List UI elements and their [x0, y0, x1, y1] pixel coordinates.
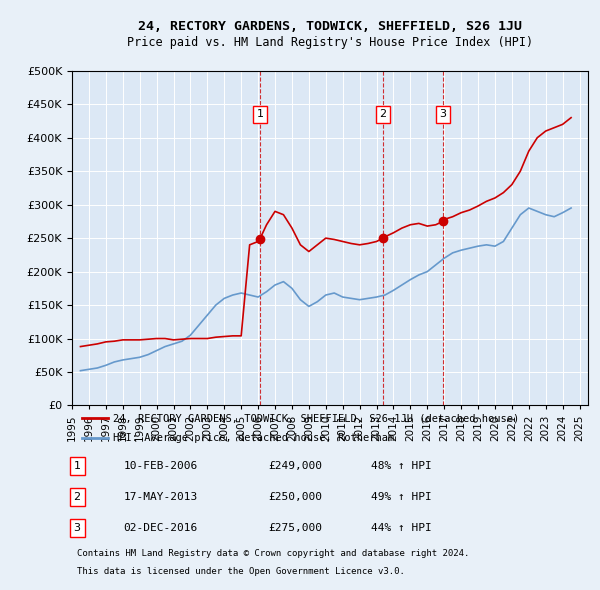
- Text: 10-FEB-2006: 10-FEB-2006: [124, 461, 198, 471]
- Text: 1: 1: [256, 109, 263, 119]
- Text: 2: 2: [379, 109, 386, 119]
- Text: Price paid vs. HM Land Registry's House Price Index (HPI): Price paid vs. HM Land Registry's House …: [127, 36, 533, 49]
- Text: £249,000: £249,000: [268, 461, 322, 471]
- Text: 02-DEC-2016: 02-DEC-2016: [124, 523, 198, 533]
- Text: Contains HM Land Registry data © Crown copyright and database right 2024.: Contains HM Land Registry data © Crown c…: [77, 549, 470, 558]
- Text: £250,000: £250,000: [268, 492, 322, 502]
- Text: £275,000: £275,000: [268, 523, 322, 533]
- Text: 2: 2: [74, 492, 81, 502]
- Text: This data is licensed under the Open Government Licence v3.0.: This data is licensed under the Open Gov…: [77, 567, 405, 576]
- Text: 48% ↑ HPI: 48% ↑ HPI: [371, 461, 432, 471]
- Text: 17-MAY-2013: 17-MAY-2013: [124, 492, 198, 502]
- Text: 24, RECTORY GARDENS, TODWICK, SHEFFIELD, S26 1JU (detached house): 24, RECTORY GARDENS, TODWICK, SHEFFIELD,…: [113, 414, 520, 424]
- Text: 3: 3: [439, 109, 446, 119]
- Text: 3: 3: [74, 523, 80, 533]
- Text: 24, RECTORY GARDENS, TODWICK, SHEFFIELD, S26 1JU: 24, RECTORY GARDENS, TODWICK, SHEFFIELD,…: [138, 20, 522, 33]
- Text: HPI: Average price, detached house, Rotherham: HPI: Average price, detached house, Roth…: [113, 433, 395, 443]
- Text: 1: 1: [74, 461, 80, 471]
- Text: 44% ↑ HPI: 44% ↑ HPI: [371, 523, 432, 533]
- Text: 49% ↑ HPI: 49% ↑ HPI: [371, 492, 432, 502]
